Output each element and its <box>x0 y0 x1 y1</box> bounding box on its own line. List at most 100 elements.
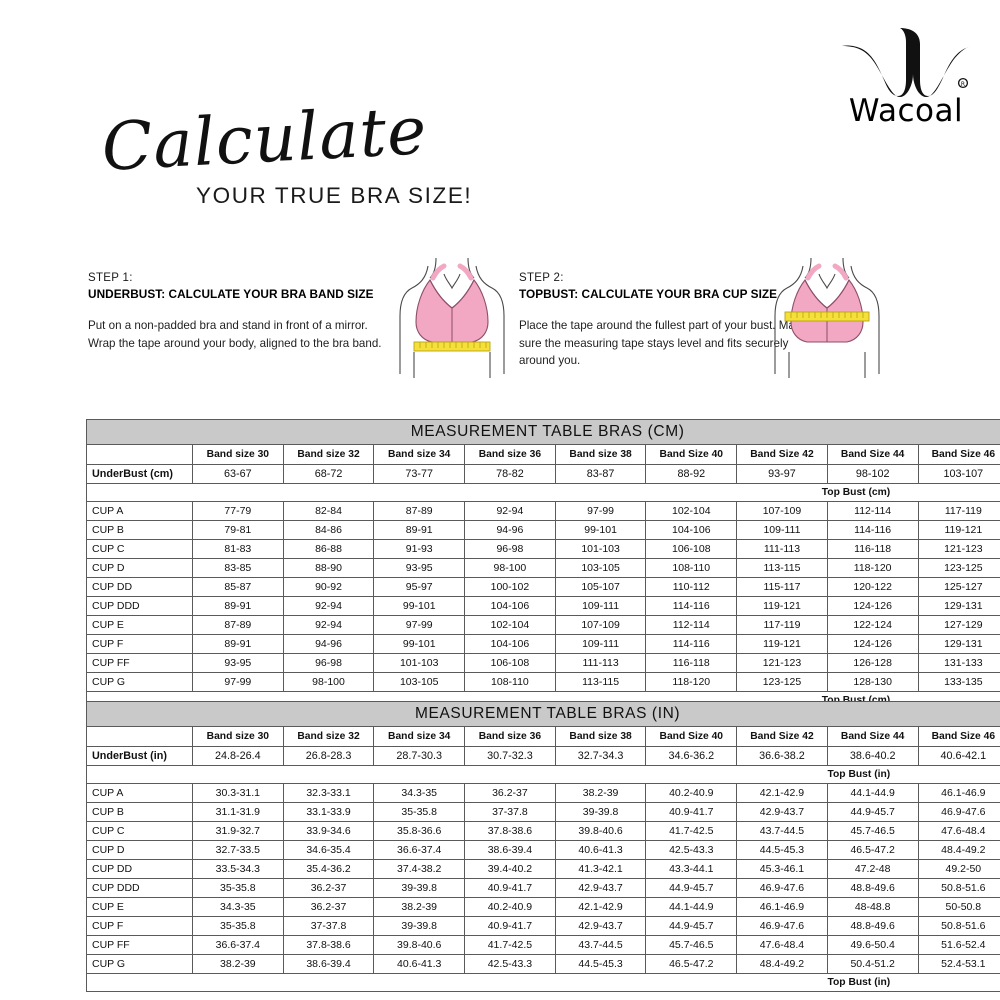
measurement-cell: 30.3-31.1 <box>192 783 284 803</box>
measurement-cell: 108-110 <box>464 672 556 692</box>
table-row: CUP DDD 35-35.8 36.2-37 39-39.8 40.9-41.7 42.… <box>86 878 1000 898</box>
column-header-band-size: Band size 36 <box>464 726 556 747</box>
page-title-block: Calculate YOUR TRUE BRA SIZE! <box>92 92 522 209</box>
measurement-cell: 33.9-34.6 <box>282 821 375 841</box>
column-header-band-size: Band Size 40 <box>645 726 738 747</box>
underbust-cell: 26.8-28.3 <box>282 746 375 766</box>
row-label-cup: CUP G <box>86 954 193 974</box>
measurement-cell: 41.7-42.5 <box>645 821 738 841</box>
brand-name: Wacoal <box>848 93 964 129</box>
measurement-cell: 39.4-40.2 <box>464 859 556 879</box>
measurement-cell: 127-129 <box>917 615 1000 635</box>
table-row: CUP E 87-89 92-94 97-99 102-104 107-109 112-11… <box>86 615 1000 635</box>
measurement-cell: 35.8-36.6 <box>373 821 466 841</box>
topbust-section-row: Top Bust (cm) <box>85 483 1000 502</box>
measurement-cell: 46.9-47.6 <box>917 802 1000 822</box>
measurement-cell: 128-130 <box>826 672 919 692</box>
svg-text:R: R <box>961 81 965 88</box>
header-corner-cell <box>86 444 193 465</box>
table-row: CUP C 31.9-32.7 33.9-34.6 35.8-36.6 37.8-38.… <box>86 821 1000 841</box>
measurement-cell: 42.1-42.9 <box>554 897 647 917</box>
measurement-cell: 43.3-44.1 <box>645 859 738 879</box>
measurement-cell: 119-121 <box>736 596 828 616</box>
measurement-cell: 42.5-43.3 <box>464 954 556 974</box>
measurement-cell: 113-115 <box>554 672 647 692</box>
measurement-cell: 120-122 <box>826 577 919 597</box>
measurement-cell: 93-95 <box>192 653 284 673</box>
measurement-table-in-wrap: MEASUREMENT TABLE BRAS (IN) Band size 30 B… <box>85 701 1000 992</box>
measurement-cell: 41.7-42.5 <box>464 935 556 955</box>
measurement-cell: 95-97 <box>373 577 466 597</box>
measurement-cell: 44.9-45.7 <box>826 802 919 822</box>
row-label-cup: CUP C <box>86 821 193 841</box>
measurement-cell: 122-124 <box>826 615 919 635</box>
measurement-cell: 39.8-40.6 <box>554 821 647 841</box>
table-row: CUP FF 36.6-37.4 37.8-38.6 39.8-40.6 41.7-42… <box>86 935 1000 955</box>
measurement-cell: 121-123 <box>736 653 828 673</box>
measurement-cell: 112-114 <box>645 615 738 635</box>
measurement-cell: 92-94 <box>282 596 375 616</box>
underbust-cell: 34.6-36.2 <box>645 746 738 766</box>
table-row: CUP FF 93-95 96-98 101-103 106-108 111-113 116… <box>86 653 1000 673</box>
table-title-row: MEASUREMENT TABLE BRAS (CM) <box>85 419 1000 445</box>
table-row: CUP F 89-91 94-96 99-101 104-106 109-111 114-1… <box>86 634 1000 654</box>
measurement-cell: 40.9-41.7 <box>464 916 556 936</box>
column-header-band-size: Band Size 40 <box>645 444 738 465</box>
measurement-cell: 37.8-38.6 <box>282 935 375 955</box>
underbust-cell: 83-87 <box>554 464 647 484</box>
measurement-cell: 117-119 <box>736 615 828 635</box>
measurement-cell: 31.1-31.9 <box>192 802 284 822</box>
measurement-cell: 92-94 <box>282 615 375 635</box>
measurement-cell: 45.3-46.1 <box>736 859 828 879</box>
table-row: CUP B 79-81 84-86 89-91 94-96 99-101 104-106 10… <box>86 520 1000 540</box>
measurement-cell: 133-135 <box>917 672 1000 692</box>
measurement-cell: 37.8-38.6 <box>464 821 556 841</box>
measurement-cell: 114-116 <box>645 634 738 654</box>
column-header-band-size: Band size 32 <box>282 444 375 465</box>
measurement-cell: 87-89 <box>192 615 284 635</box>
measurement-cell: 89-91 <box>192 596 284 616</box>
underbust-cell: 24.8-26.4 <box>192 746 284 766</box>
row-label-cup: CUP DDD <box>86 596 193 616</box>
measurement-cell: 40.9-41.7 <box>645 802 738 822</box>
measurement-cell: 42.1-42.9 <box>736 783 828 803</box>
measurement-table-cm-wrap: MEASUREMENT TABLE BRAS (CM) Band size 30 B… <box>85 419 1000 710</box>
underbust-cell: 88-92 <box>645 464 738 484</box>
step-1-label: STEP 1: <box>88 272 133 284</box>
measurement-cell: 98-100 <box>282 672 375 692</box>
measurement-cell: 97-99 <box>373 615 466 635</box>
topbust-section-label: Top Bust (cm) <box>85 483 1000 502</box>
measurement-cell: 118-120 <box>645 672 738 692</box>
measurement-cell: 124-126 <box>826 596 919 616</box>
measurement-cell: 102-104 <box>464 615 556 635</box>
measurement-cell: 121-123 <box>917 539 1000 559</box>
row-label-cup: CUP F <box>86 916 193 936</box>
measurement-cell: 41.3-42.1 <box>554 859 647 879</box>
step-2-title: TOPBUST: CALCULATE YOUR BRA CUP SIZE <box>519 287 778 301</box>
measurement-cell: 48.4-49.2 <box>917 840 1000 860</box>
row-label-cup: CUP E <box>86 897 193 917</box>
table-header-row: Band size 30 Band size 32 Band size 34 Band… <box>86 726 1000 747</box>
measurement-cell: 44.5-45.3 <box>554 954 647 974</box>
table-row: CUP DD 33.5-34.3 35.4-36.2 37.4-38.2 39.4-40… <box>86 859 1000 879</box>
table-row: CUP DDD 89-91 92-94 99-101 104-106 109-111 114… <box>86 596 1000 616</box>
measurement-cell: 124-126 <box>826 634 919 654</box>
measurement-cell: 94-96 <box>464 520 556 540</box>
measurement-cell: 101-103 <box>373 653 466 673</box>
measurement-cell: 48.4-49.2 <box>736 954 828 974</box>
measurement-cell: 81-83 <box>192 539 284 559</box>
measurement-cell: 85-87 <box>192 577 284 597</box>
measurement-cell: 50.4-51.2 <box>826 954 919 974</box>
measurement-cell: 115-117 <box>736 577 828 597</box>
measurement-cell: 49.2-50 <box>917 859 1000 879</box>
wacoal-w-mark-icon: R <box>842 28 970 97</box>
measurement-cell: 40.6-41.3 <box>554 840 647 860</box>
column-header-band-size: Band size 38 <box>554 444 647 465</box>
measurement-cell: 46.5-47.2 <box>645 954 738 974</box>
measurement-cell: 40.2-40.9 <box>464 897 556 917</box>
measurement-cell: 45.7-46.5 <box>826 821 919 841</box>
measurement-cell: 47.6-48.4 <box>736 935 828 955</box>
table-row: CUP G 38.2-39 38.6-39.4 40.6-41.3 42.5-43.3 4… <box>86 954 1000 974</box>
measurement-cell: 46.9-47.6 <box>736 916 828 936</box>
measurement-cell: 110-112 <box>645 577 738 597</box>
